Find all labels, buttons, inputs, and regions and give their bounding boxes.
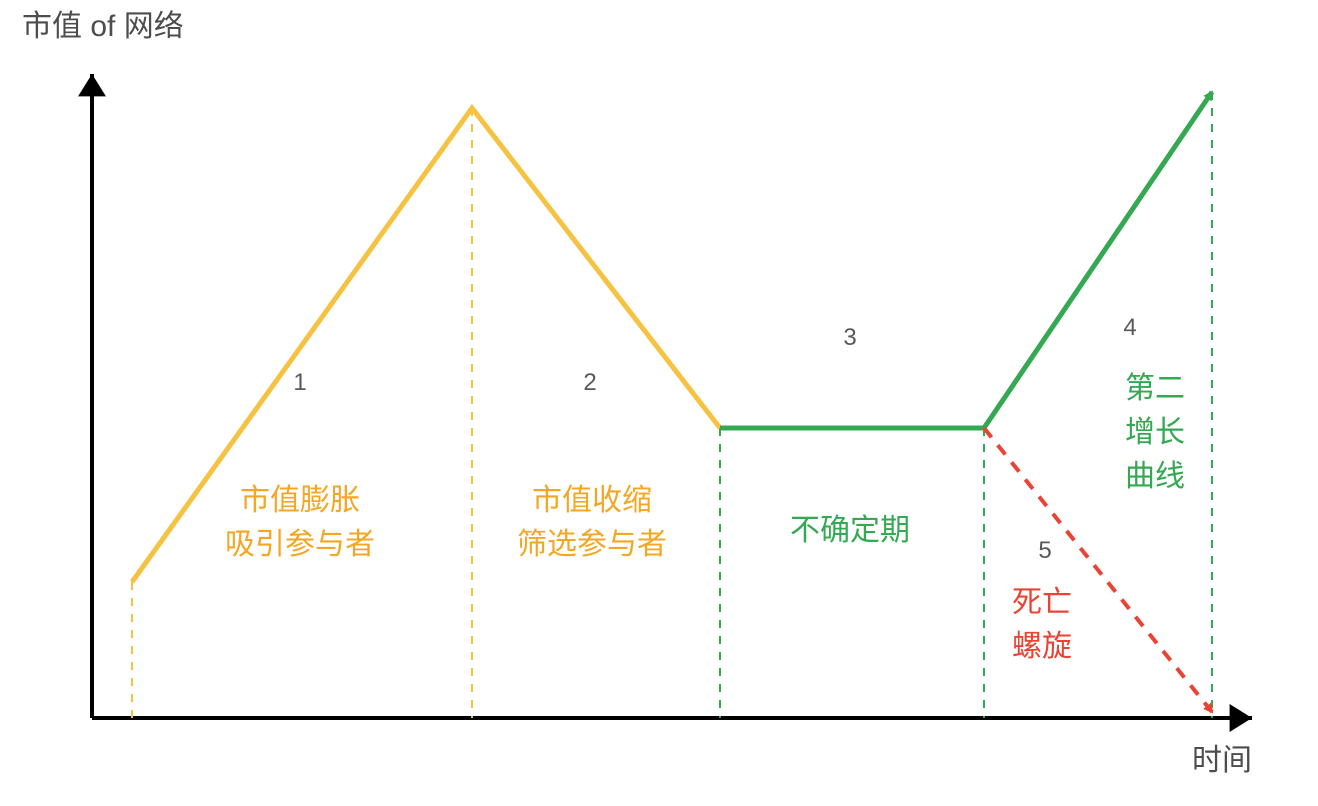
y-axis-arrow [78,74,106,96]
phase4-line2: 增长 [1125,416,1185,449]
x-axis-label: 时间 [1192,744,1252,777]
phase5-line2: 螺旋 [1012,630,1072,663]
phase-number-5: 5 [1038,537,1051,564]
phase1-line2: 吸引参与者 [225,528,375,561]
phase-number-3: 3 [843,324,856,351]
phase4-line1: 第二 [1125,372,1185,405]
phase-number-2: 2 [583,369,596,396]
phase5-line1: 死亡 [1012,586,1072,619]
phase1-line1: 市值膨胀 [240,484,360,517]
y-axis-label: 市值 of 网络 [22,10,184,43]
phase2-line1: 市值收缩 [532,484,652,517]
phase-number-1: 1 [293,369,306,396]
phase2-line2: 筛选参与者 [517,528,667,561]
phase3-line1: 不确定期 [790,514,910,547]
x-axis-arrow [1230,704,1252,732]
phase4-line3: 曲线 [1125,460,1185,493]
phase-number-4: 4 [1123,314,1136,341]
